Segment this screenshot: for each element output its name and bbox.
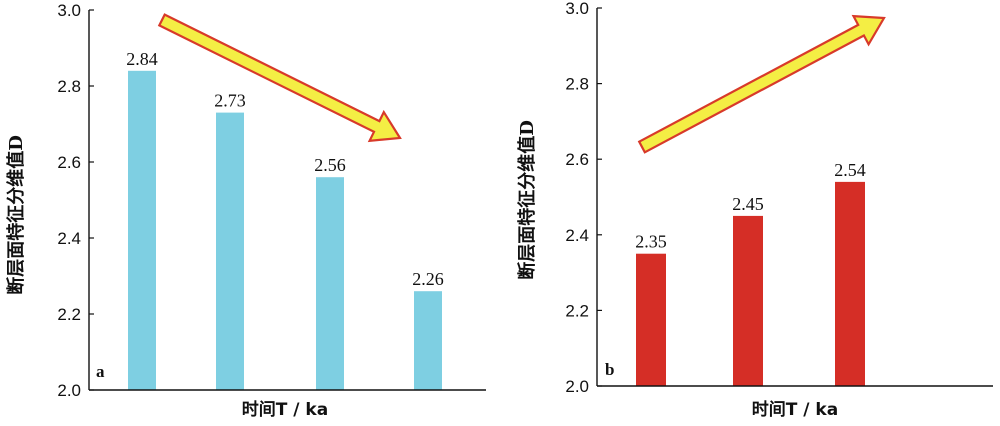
bar xyxy=(316,177,344,390)
data-label: 2.73 xyxy=(214,91,246,111)
panel-b-label: b xyxy=(605,360,614,379)
bar xyxy=(636,253,666,386)
panel-a-x-axis-label: 时间T / ka xyxy=(242,399,328,420)
panel-a-y-axis-label: 断层面特征分维值D xyxy=(5,135,27,295)
data-label: 2.84 xyxy=(126,49,158,69)
y-tick-label: 2.6 xyxy=(565,150,589,169)
data-label: 2.54 xyxy=(834,160,866,180)
y-tick-label: 2.8 xyxy=(57,77,81,96)
panel-a-y-ticks: 2.0 2.2 2.4 2.6 2.8 3.0 xyxy=(57,1,94,400)
panel-b-x-axis-label: 时间T / ka xyxy=(752,399,838,420)
y-tick-label: 3.0 xyxy=(57,1,81,20)
y-tick-label: 2.8 xyxy=(565,75,589,94)
panel-a-data-labels: 2.84 2.73 2.56 2.26 xyxy=(126,49,444,289)
panel-b-y-axis-label: 断层面特征分维值D xyxy=(516,120,538,280)
bar xyxy=(128,70,156,391)
y-tick-label: 2.0 xyxy=(57,381,81,400)
panel-b-data-labels: 2.35 2.45 2.54 xyxy=(635,160,866,252)
y-tick-label: 2.2 xyxy=(565,301,589,320)
panel-b-bars xyxy=(636,181,865,386)
trend-arrow-down xyxy=(157,13,402,143)
y-tick-label: 3.0 xyxy=(565,0,589,18)
y-tick-label: 2.0 xyxy=(565,377,589,396)
data-label: 2.45 xyxy=(732,194,764,214)
panel-a-label: a xyxy=(96,362,105,381)
y-tick-label: 2.4 xyxy=(57,229,81,248)
y-tick-label: 2.2 xyxy=(57,305,81,324)
arrow-shape xyxy=(157,13,402,143)
arrow-shape xyxy=(637,14,886,154)
data-label: 2.26 xyxy=(412,269,444,289)
bar xyxy=(733,215,763,386)
panel-a-bars xyxy=(128,70,442,391)
data-label: 2.56 xyxy=(314,155,346,175)
trend-arrow-up xyxy=(637,14,886,154)
data-label: 2.35 xyxy=(635,232,667,252)
bar xyxy=(414,291,442,390)
y-tick-label: 2.6 xyxy=(57,153,81,172)
y-tick-label: 2.4 xyxy=(565,226,589,245)
bar xyxy=(216,112,244,390)
panel-a: 断层面特征分维值D 时间T / ka a 2.02.22.42.62.83.0 … xyxy=(5,1,486,420)
bar xyxy=(835,181,865,386)
panel-b: 断层面特征分维值D 时间T / ka b 2.02.22.42.62.83.0 … xyxy=(516,0,993,420)
panel-b-y-ticks: 2.0 2.2 2.4 2.6 2.8 3.0 xyxy=(565,0,602,396)
